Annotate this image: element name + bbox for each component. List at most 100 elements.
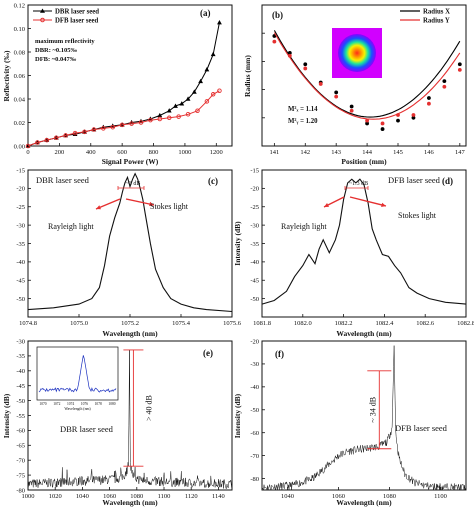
y-tick-label-f: -70 xyxy=(250,453,259,460)
legend-marker-a xyxy=(40,17,45,23)
annotation-line-a: DFB: ~0.047‰ xyxy=(35,56,77,63)
y-tick-label-d: -15 xyxy=(250,167,259,174)
data-point-a-dfb xyxy=(53,135,59,141)
data-point-a-dbr xyxy=(204,67,210,72)
y-tick-label-a: 0.08 xyxy=(14,49,25,56)
legend-label-a: DFB laser seed xyxy=(55,17,99,24)
stokes-label-d: Stokes light xyxy=(398,211,437,220)
data-point-b-0 xyxy=(380,127,385,131)
data-point-a-dfb xyxy=(210,92,216,97)
rayleigh-arrow-d-head xyxy=(324,203,329,207)
data-point-b-0 xyxy=(334,90,339,95)
data-point-a-dfb xyxy=(138,120,144,125)
y-tick-label-d: -35 xyxy=(250,241,259,248)
y-tick-label-e: -60 xyxy=(16,428,25,435)
x-tick-label-f: 1100 xyxy=(434,493,447,500)
y-tick-label-c: -40 xyxy=(16,259,25,266)
legend-label-a: DBR laser seed xyxy=(55,8,99,15)
data-point-b-0 xyxy=(411,115,416,120)
spectrum-line-c xyxy=(27,172,233,313)
x-tick-label-c: 1075.6 xyxy=(223,320,242,327)
data-point-b-1 xyxy=(396,113,400,117)
panel-label-e: (e) xyxy=(203,348,213,358)
y-axis-label-e: Intensity (dB) xyxy=(2,393,11,438)
data-point-a-dfb xyxy=(35,140,40,145)
data-point-b-1 xyxy=(287,53,292,58)
data-point-a-dfb xyxy=(157,116,163,122)
data-point-a-dfb xyxy=(195,108,200,113)
x-tick-label-b: 143 xyxy=(331,149,341,156)
data-point-a-dfb xyxy=(119,122,125,128)
data-point-a-dbr xyxy=(217,20,222,25)
seed-label-c: DBR laser seed xyxy=(36,175,90,185)
x-tick-label-a: 1200 xyxy=(210,149,223,156)
data-point-a-dbr xyxy=(173,103,178,108)
y-tick-label-e: -45 xyxy=(16,383,25,390)
series-line-a-1 xyxy=(27,90,220,147)
stokes-arrow-c-head xyxy=(149,201,154,207)
x-tick-label-b: 141 xyxy=(269,149,279,156)
x-tick-label-f: 1060 xyxy=(332,493,345,500)
panel-label-c: (c) xyxy=(208,176,218,186)
y-axis-label-d: Intensity (dB) xyxy=(233,221,242,266)
spectrum-line-f xyxy=(261,345,466,491)
data-point-b-1 xyxy=(318,82,323,86)
x-tick-label-d: 1082.4 xyxy=(375,320,394,327)
y-axis-label-f: Intensity (dB) xyxy=(233,393,242,438)
panel-label-b: (b) xyxy=(272,10,283,20)
y-tick-label-d: -40 xyxy=(250,259,259,266)
x-tick-label-c: 1075.2 xyxy=(121,320,139,327)
data-point-a-dfb xyxy=(166,115,172,121)
x-tick-label-b: 144 xyxy=(362,149,373,156)
suppression-label-e: > 40 dB xyxy=(144,395,153,421)
data-point-a-dbr xyxy=(210,51,216,57)
x-tick-label-e: 1060 xyxy=(103,493,116,500)
x-tick-label-f: 1040 xyxy=(281,493,294,500)
plot-frame-c xyxy=(27,169,233,318)
legend-label-b: Radius X xyxy=(423,8,450,15)
data-point-b-0 xyxy=(287,51,292,55)
x-tick-label-d: 1082.6 xyxy=(416,320,435,327)
data-point-b-1 xyxy=(334,94,339,99)
data-point-b-1 xyxy=(457,67,462,72)
rayleigh-arrow-c-head xyxy=(96,205,101,210)
data-point-a-dfb xyxy=(129,121,134,126)
y-axis-label-b: Radius (mm) xyxy=(243,55,252,97)
stokes-arrow-d-head xyxy=(381,202,386,208)
width-label-d: ~1.3 dB xyxy=(349,181,368,187)
inset-tick-label-e: 1078 xyxy=(95,402,102,406)
data-point-b-1 xyxy=(427,101,431,106)
y-tick-label-f: -30 xyxy=(250,361,259,368)
data-point-b-0 xyxy=(349,104,354,109)
x-axis-label-a: Signal Power (W) xyxy=(102,157,159,166)
y-tick-label-e: -35 xyxy=(16,353,25,360)
seed-label-e: DBR laser seed xyxy=(60,424,114,434)
rayleigh-label-c: Rayleigh light xyxy=(48,222,94,231)
plot-frame-f xyxy=(261,340,467,491)
data-point-b-0 xyxy=(442,79,447,84)
data-point-a-dfb xyxy=(44,137,50,143)
annotation-m2y-b: M²ᵧ = 1.20 xyxy=(288,118,318,125)
data-point-b-0 xyxy=(303,62,308,67)
data-point-a-dfb xyxy=(82,129,87,135)
y-tick-label-c: -30 xyxy=(16,222,25,229)
x-tick-label-a: 400 xyxy=(86,149,96,156)
y-tick-label-f: -40 xyxy=(250,384,259,391)
x-tick-label-e: 1000 xyxy=(22,493,35,500)
data-point-a-dfb xyxy=(63,133,68,138)
data-point-a-dbr xyxy=(179,101,185,106)
y-tick-label-f: -80 xyxy=(250,476,259,483)
inset-frame-e xyxy=(36,346,119,401)
x-axis-label-d: Wavelength (nm) xyxy=(336,329,392,338)
plot-frame-d xyxy=(261,169,467,318)
y-tick-label-a: 0.00 xyxy=(14,143,25,150)
y-tick-label-e: -50 xyxy=(16,398,25,405)
x-axis-label-f: Wavelength (nm) xyxy=(336,498,392,507)
x-tick-label-e: 1100 xyxy=(158,493,171,500)
x-tick-label-c: 1075.4 xyxy=(172,320,191,327)
x-tick-label-b: 146 xyxy=(424,149,435,156)
seed-label-f: DFB laser seed xyxy=(395,423,448,433)
x-tick-label-a: 800 xyxy=(149,149,159,156)
y-tick-label-c: -25 xyxy=(16,204,25,211)
x-tick-label-d: 1081.8 xyxy=(253,320,271,327)
